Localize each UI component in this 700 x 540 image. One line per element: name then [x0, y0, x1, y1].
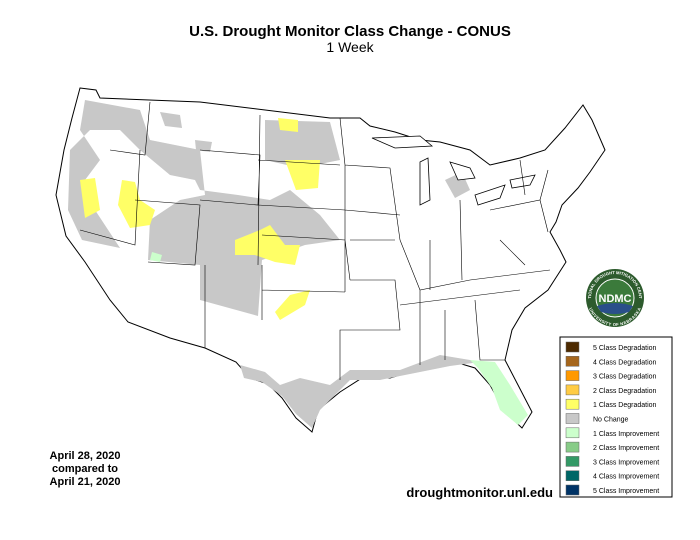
degradation-area: [278, 118, 298, 132]
date-note: compared to: [52, 463, 118, 475]
legend-label: No Change: [593, 417, 629, 424]
legend-label: 2 Class Improvement: [593, 445, 659, 452]
lake: [509, 174, 536, 189]
legend-swatch: [565, 427, 580, 439]
title: U.S. Drought Monitor Class Change - CONU…: [189, 23, 511, 40]
date-note: April 21, 2020: [50, 476, 121, 488]
legend-swatch: [565, 398, 580, 410]
legend-label: 3 Class Improvement: [593, 459, 659, 466]
source-url: droughtmonitor.unl.edu: [406, 485, 553, 500]
legend-label: 3 Class Degradation: [593, 374, 657, 381]
legend-label: 4 Class Degradation: [593, 359, 657, 366]
legend-swatch: [565, 456, 580, 467]
date-note: April 28, 2020: [50, 450, 121, 462]
legend-label: 2 Class Degradation: [593, 388, 657, 395]
legend-swatch: [565, 341, 580, 353]
legend-swatch: [565, 384, 580, 396]
subtitle: 1 Week: [326, 39, 374, 55]
degradation-area: [80, 178, 100, 218]
degradation-areas: [80, 118, 320, 320]
legend-swatch: [565, 413, 580, 424]
degradation-area: [275, 290, 310, 320]
no-change-area: [265, 120, 340, 168]
degradation-area: [118, 180, 155, 228]
lake: [449, 161, 476, 181]
legend-swatch: [565, 484, 580, 496]
great-lakes: [371, 135, 536, 206]
no-change-area: [195, 140, 212, 152]
no-change-area: [68, 100, 340, 316]
legend-label: 5 Class Improvement: [593, 488, 659, 495]
legend-label: 1 Class Improvement: [593, 431, 659, 438]
legend: 5 Class Degradation 4 Class Degradation 3 …: [559, 336, 673, 498]
legend-swatch: [565, 370, 580, 381]
logo-water: [597, 303, 633, 314]
improvement-areas: [150, 252, 528, 425]
logo-text: NDMC: [599, 293, 632, 305]
degradation-area: [235, 225, 300, 265]
lake: [474, 184, 506, 206]
state-border: [79, 101, 551, 380]
no-change-area: [240, 355, 480, 428]
legend-label: 4 Class Improvement: [593, 474, 659, 481]
legend-swatch: [565, 356, 580, 367]
us-map: [55, 87, 606, 433]
lake: [419, 157, 431, 206]
ndmc-logo: NATIONAL DROUGHT MITIGATION CENTER UNIVE…: [586, 269, 644, 327]
lake: [371, 135, 434, 149]
legend-label: 5 Class Degradation: [593, 345, 657, 352]
improvement-area: [150, 252, 162, 262]
improvement-area: [470, 360, 528, 425]
no-change-area: [160, 112, 182, 128]
degradation-area: [285, 160, 320, 190]
state-borders: [79, 101, 551, 380]
legend-swatch: [565, 470, 580, 481]
legend-label: 1 Class Degradation: [593, 402, 657, 409]
legend-swatch: [565, 441, 580, 453]
